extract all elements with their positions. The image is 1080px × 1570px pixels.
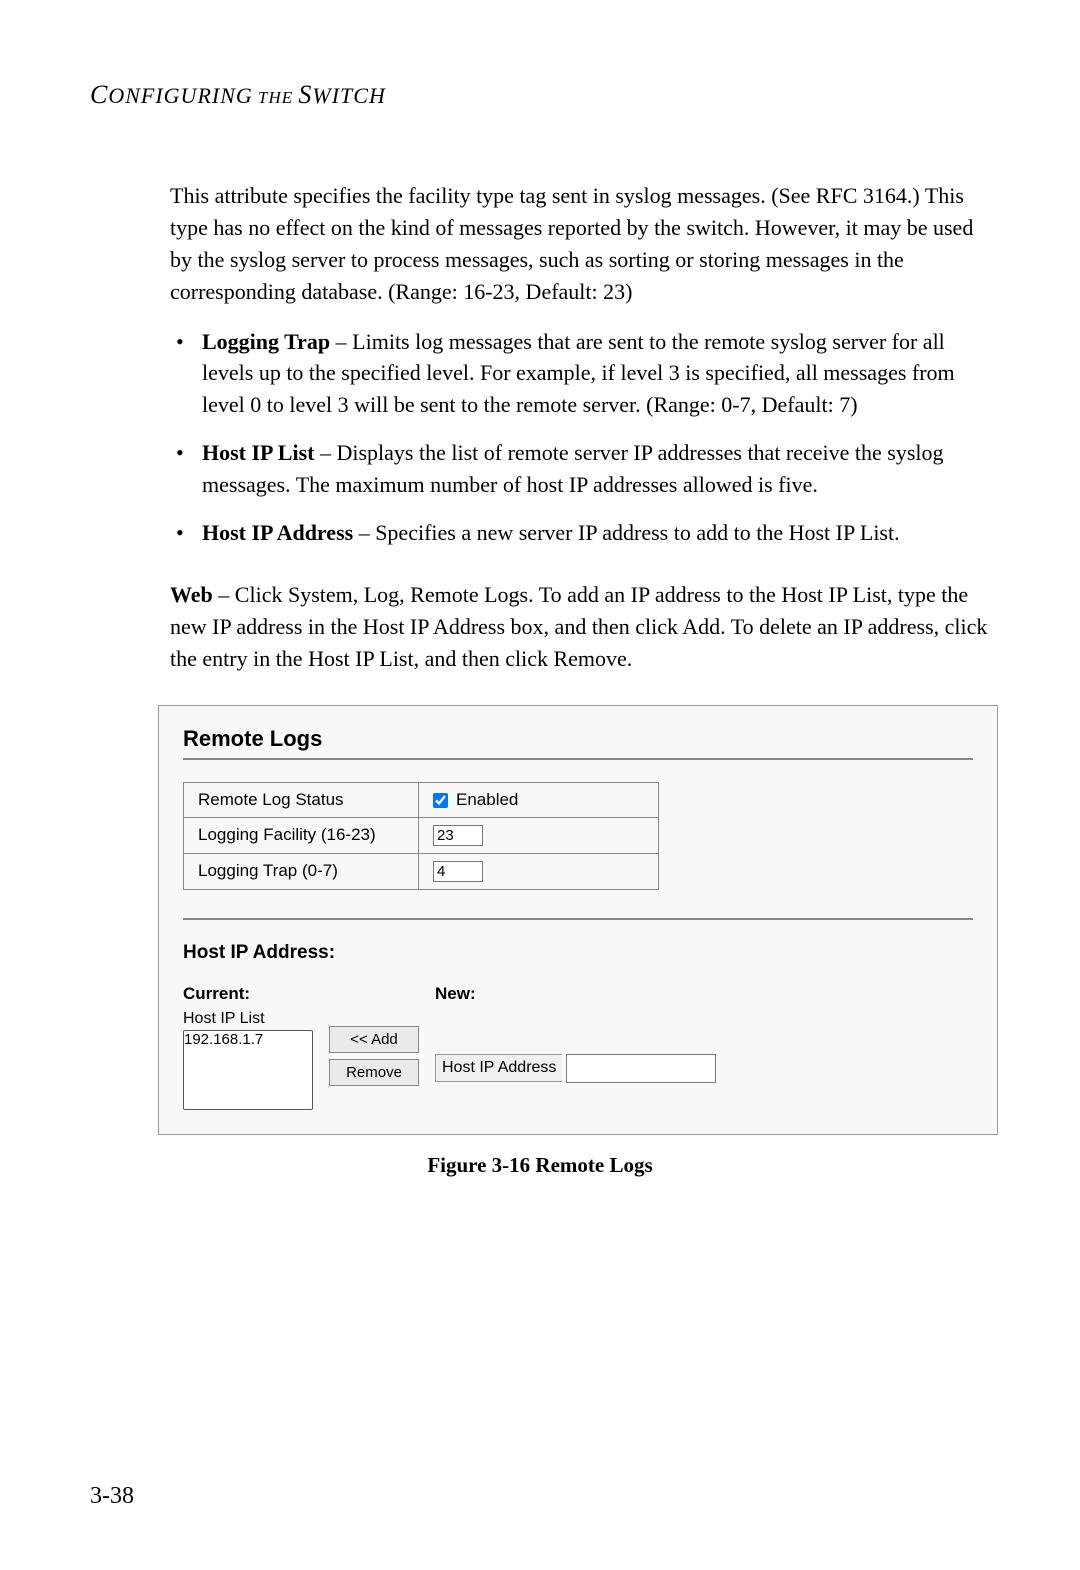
label-facility: Logging Facility (16-23): [184, 817, 419, 853]
trap-input[interactable]: [433, 861, 483, 882]
row-facility: Logging Facility (16-23): [184, 817, 659, 853]
host-list-label: Host IP List: [183, 1010, 313, 1028]
header-cap-c: C: [90, 80, 108, 109]
bullet-list: Logging Trap – Limits log messages that …: [170, 326, 990, 549]
host-ip-title: Host IP Address:: [183, 942, 973, 964]
divider-mid: [183, 918, 973, 920]
header-the: THE: [253, 88, 299, 107]
figure-caption: Figure 3-16 Remote Logs: [90, 1153, 990, 1178]
value-status-cell: Enabled: [419, 782, 659, 817]
list-item-1[interactable]: 192.168.1.7: [184, 1031, 312, 1049]
web-text: – Click System, Log, Remote Logs. To add…: [170, 582, 987, 671]
new-label: New:: [435, 984, 716, 1004]
config-table: Remote Log Status Enabled Logging Facili…: [183, 782, 659, 890]
bullet-logging-trap: Logging Trap – Limits log messages that …: [170, 326, 990, 422]
current-column: Current: Host IP List 192.168.1.7: [183, 984, 313, 1110]
status-checkbox[interactable]: [433, 793, 448, 808]
term-host-ip-address: Host IP Address: [202, 520, 353, 545]
header-rest-1: ONFIGURING: [108, 83, 252, 108]
add-button[interactable]: << Add: [329, 1026, 419, 1053]
new-column: New: Host IP Address: [435, 984, 716, 1110]
header-rest-2: WITCH: [312, 83, 385, 108]
web-term: Web: [170, 582, 213, 607]
ip-field-label: Host IP Address: [435, 1054, 562, 1082]
row-trap: Logging Trap (0-7): [184, 853, 659, 889]
page-number: 3-38: [90, 1483, 134, 1510]
value-trap-cell: [419, 853, 659, 889]
page-header: CONFIGURING THE SWITCH: [90, 80, 990, 110]
facility-input[interactable]: [433, 825, 483, 846]
remote-logs-panel: Remote Logs Remote Log Status Enabled Lo…: [158, 705, 998, 1135]
row-status: Remote Log Status Enabled: [184, 782, 659, 817]
remove-button[interactable]: Remove: [329, 1059, 419, 1086]
intro-paragraph: This attribute specifies the facility ty…: [170, 180, 990, 308]
host-ip-input[interactable]: [566, 1054, 716, 1083]
button-column: << Add Remove: [329, 1026, 419, 1110]
web-paragraph: Web – Click System, Log, Remote Logs. To…: [170, 579, 990, 675]
value-facility-cell: [419, 817, 659, 853]
term-logging-trap: Logging Trap: [202, 329, 330, 354]
label-trap: Logging Trap (0-7): [184, 853, 419, 889]
text-host-ip-address: – Specifies a new server IP address to a…: [353, 520, 899, 545]
bullet-host-ip-list: Host IP List – Displays the list of remo…: [170, 437, 990, 501]
term-host-ip-list: Host IP List: [202, 440, 314, 465]
host-ip-listbox[interactable]: 192.168.1.7: [183, 1030, 313, 1110]
ip-input-row: Host IP Address: [435, 1054, 716, 1083]
label-status: Remote Log Status: [184, 782, 419, 817]
header-cap-s: S: [298, 80, 312, 109]
host-columns: Current: Host IP List 192.168.1.7 << Add…: [183, 984, 973, 1110]
text-host-ip-list: – Displays the list of remote server IP …: [202, 440, 944, 497]
bullet-host-ip-address: Host IP Address – Specifies a new server…: [170, 517, 990, 549]
panel-title: Remote Logs: [183, 726, 973, 752]
status-enabled-text: Enabled: [456, 790, 518, 809]
divider-top: [183, 758, 973, 760]
current-label: Current:: [183, 984, 313, 1004]
